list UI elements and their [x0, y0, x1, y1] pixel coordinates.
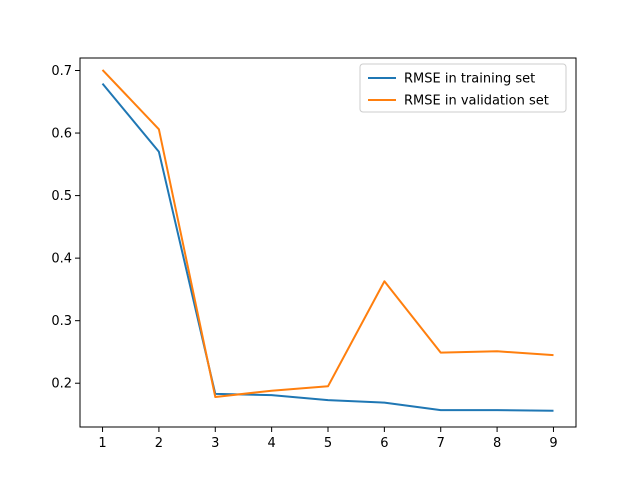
- legend-label-0: RMSE in training set: [404, 72, 535, 87]
- y-tick-label: 0.5: [51, 189, 72, 204]
- x-tick-label: 8: [493, 436, 501, 451]
- x-axis: 1 2 3 4 5 6 7 8 9: [98, 427, 558, 451]
- x-tick-label: 2: [155, 436, 163, 451]
- x-tick-label: 6: [380, 436, 388, 451]
- x-tick-label: 9: [549, 436, 557, 451]
- legend-label-1: RMSE in validation set: [404, 94, 549, 109]
- series-line-0: [101, 82, 554, 412]
- series-layer: [101, 69, 554, 412]
- x-tick-label: 7: [437, 436, 445, 451]
- y-tick-label: 0.3: [51, 314, 72, 329]
- y-axis: 0.2 0.3 0.4 0.5 0.6 0.7: [51, 64, 80, 392]
- y-tick-label: 0.6: [51, 127, 72, 142]
- x-tick-label: 1: [98, 436, 106, 451]
- legend-box: [359, 63, 567, 113]
- x-tick-label: 5: [324, 436, 332, 451]
- series-line-1: [101, 69, 554, 398]
- legend: RMSE in training set RMSE in validation s…: [359, 63, 567, 113]
- y-tick-label: 0.2: [51, 377, 72, 392]
- y-tick-label: 0.4: [51, 252, 72, 267]
- x-tick-label: 4: [267, 436, 275, 451]
- y-tick-label: 0.7: [51, 64, 72, 79]
- x-tick-label: 3: [211, 436, 219, 451]
